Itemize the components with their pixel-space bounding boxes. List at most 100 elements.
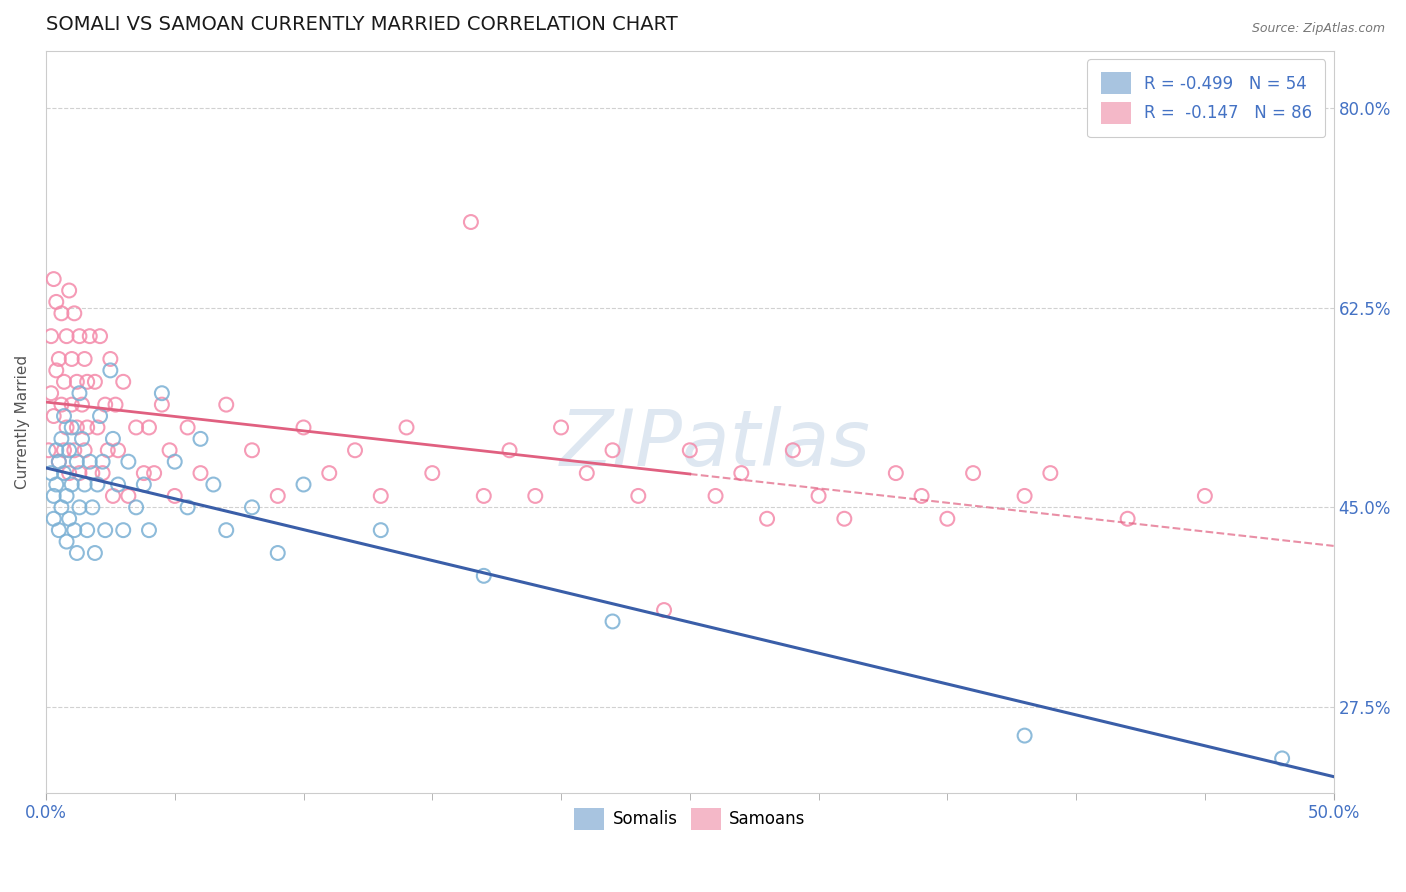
Point [55,489,77,503]
Point [318,466,340,480]
Point [91,455,114,469]
Point [79,455,101,469]
Point [42,489,65,503]
Point [48,351,70,366]
Point [190,432,212,446]
Point [679,443,702,458]
Point [884,466,907,480]
Point [132,477,155,491]
Point [176,500,198,515]
Point [91,466,114,480]
Point [58,443,80,458]
Point [807,489,830,503]
Point [55,420,77,434]
Point [51,432,73,446]
Point [215,523,238,537]
Point [66,455,89,469]
Point [73,443,96,458]
Point [42,409,65,423]
Point [66,420,89,434]
Point [45,294,67,309]
Point [1039,466,1062,480]
Point [48,455,70,469]
Point [53,443,76,458]
Point [69,386,91,401]
Point [834,512,856,526]
Point [125,420,148,434]
Point [39,329,62,343]
Point [472,569,495,583]
Point [420,466,443,480]
Point [53,375,76,389]
Point [101,489,124,503]
Point [602,443,624,458]
Point [1014,489,1036,503]
Point [292,420,315,434]
Point [39,386,62,401]
Point [524,489,547,503]
Point [58,284,80,298]
Point [94,523,117,537]
Point [150,386,173,401]
Point [267,489,290,503]
Point [69,500,91,515]
Point [98,363,121,377]
Point [60,398,83,412]
Point [73,477,96,491]
Point [53,409,76,423]
Point [94,398,117,412]
Point [292,477,315,491]
Point [38,443,60,458]
Point [63,523,86,537]
Point [76,375,98,389]
Point [117,489,139,503]
Point [240,443,263,458]
Point [104,398,127,412]
Point [60,477,83,491]
Point [215,398,238,412]
Point [163,455,186,469]
Point [910,489,932,503]
Point [112,523,135,537]
Point [460,215,482,229]
Point [240,500,263,515]
Point [143,466,166,480]
Point [150,398,173,412]
Point [101,432,124,446]
Point [936,512,959,526]
Point [1271,751,1294,765]
Y-axis label: Currently Married: Currently Married [15,355,30,489]
Point [86,477,108,491]
Point [42,272,65,286]
Point [82,500,104,515]
Point [575,466,598,480]
Point [66,375,89,389]
Point [42,512,65,526]
Point [48,455,70,469]
Point [45,477,67,491]
Point [132,466,155,480]
Point [58,466,80,480]
Point [1014,729,1036,743]
Point [51,398,73,412]
Text: ZIPatlas: ZIPatlas [560,406,870,482]
Point [550,420,572,434]
Point [627,489,650,503]
Point [63,443,86,458]
Point [117,455,139,469]
Point [1194,489,1216,503]
Point [782,443,804,458]
Point [60,420,83,434]
Point [86,420,108,434]
Legend: Somalis, Samoans: Somalis, Samoans [568,802,813,836]
Point [76,420,98,434]
Point [60,351,83,366]
Point [69,329,91,343]
Point [176,420,198,434]
Point [472,489,495,503]
Point [70,398,93,412]
Point [107,477,129,491]
Point [370,489,392,503]
Point [602,615,624,629]
Point [89,409,111,423]
